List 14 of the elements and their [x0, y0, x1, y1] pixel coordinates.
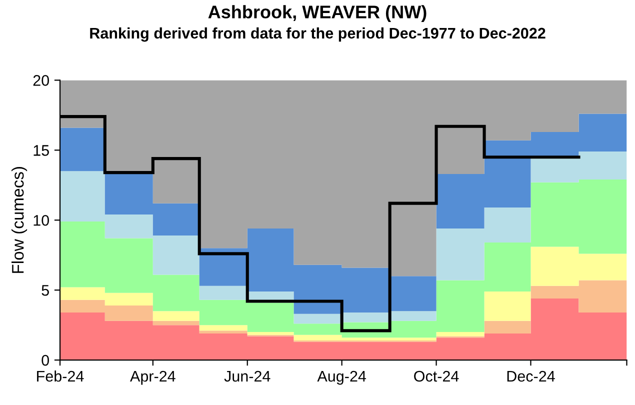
y-tick-label: 5	[42, 285, 49, 296]
y-axis-title: Flow (cumecs)	[12, 166, 28, 273]
y-tick-label: 0	[42, 354, 49, 366]
y-tick-label: 10	[34, 214, 49, 226]
x-tick-label: Aug-24	[317, 370, 366, 385]
y-tick-label: 20	[33, 75, 49, 86]
chart-title: Ashbrook, WEAVER (NW)	[208, 5, 426, 22]
y-tick-label: 15	[34, 145, 49, 156]
chart-subtitle: Ranking derived from data for the period Dec-1977 to Dec-2022	[90, 27, 546, 42]
x-tick-label: Jun-24	[224, 370, 270, 382]
x-tick-label: Oct-24	[414, 370, 459, 382]
x-tick-label: Dec-24	[507, 370, 555, 382]
x-tick-label: Apr-24	[130, 370, 176, 385]
x-tick-label: Feb-24	[37, 370, 84, 382]
